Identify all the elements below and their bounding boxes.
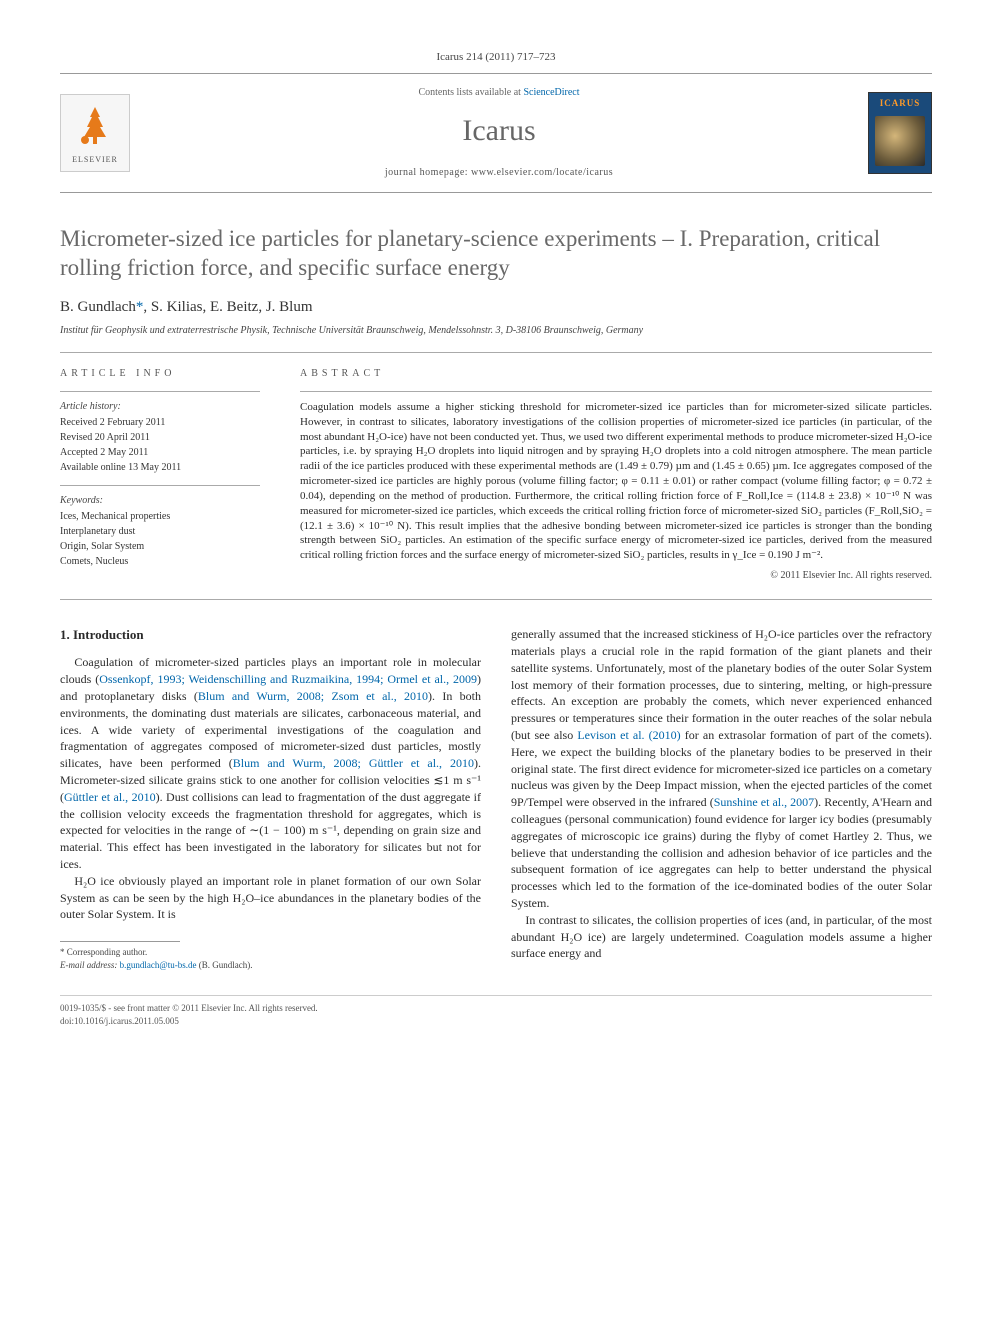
masthead-bottom-rule [60,192,932,193]
cover-title: ICARUS [880,97,921,110]
copyright-line: © 2011 Elsevier Inc. All rights reserved… [300,569,932,583]
citation-line: Icarus 214 (2011) 717–723 [60,50,932,65]
issn-line: 0019-1035/$ - see front matter © 2011 El… [60,1002,932,1015]
keyword-3: Origin, Solar System [60,540,260,554]
sep: , [203,299,211,315]
author-3[interactable]: E. Beitz [210,299,258,315]
body-paragraph-2: H₂O ice obviously played an important ro… [60,873,481,923]
keyword-4: Comets, Nucleus [60,555,260,569]
ref-link[interactable]: Ossenkopf, 1993; Weidenschilling and Ruz… [99,672,477,686]
author-1[interactable]: B. Gundlach [60,299,136,315]
publisher-name: ELSEVIER [72,154,118,165]
body-paragraph-4: In contrast to silicates, the collision … [511,912,932,962]
online-date: Available online 13 May 2011 [60,461,260,475]
ref-link[interactable]: Levison et al. (2010) [577,728,680,742]
masthead: ELSEVIER Contents lists available at Sci… [60,78,932,188]
ref-link[interactable]: Blum and Wurm, 2008; Güttler et al., 201… [233,756,474,770]
body-columns: 1. Introduction Coagulation of micromete… [60,626,932,971]
sep: , [258,299,266,315]
top-rule [60,73,932,74]
sciencedirect-link[interactable]: ScienceDirect [523,87,579,98]
elsevier-tree-icon [70,102,120,152]
journal-cover[interactable]: ICARUS [868,92,932,174]
author-4[interactable]: J. Blum [266,299,313,315]
ref-link[interactable]: Güttler et al., 2010 [64,790,156,804]
meta-row: article info Article history: Received 2… [60,352,932,600]
text: generally assumed that the increased sti… [511,627,932,742]
corresponding-author-note: * Corresponding author. [60,946,481,959]
doi-line[interactable]: doi:10.1016/j.icarus.2011.05.005 [60,1015,932,1028]
cover-image [875,116,925,166]
accepted-date: Accepted 2 May 2011 [60,446,260,460]
email-who: (B. Gundlach). [196,960,252,970]
sep: , [143,299,151,315]
keywords-label: Keywords: [60,494,260,508]
article-info: article info Article history: Received 2… [60,367,260,583]
ref-link[interactable]: Blum and Wurm, 2008; Zsom et al., 2010 [198,689,428,703]
email-label: E-mail address: [60,960,120,970]
homepage-line: journal homepage: www.elsevier.com/locat… [130,166,868,180]
journal-name: Icarus [130,110,868,152]
author-2[interactable]: S. Kilias [151,299,203,315]
ref-link[interactable]: Sunshine et al., 2007 [714,795,814,809]
homepage-prefix: journal homepage: [385,167,471,178]
body-paragraph-3: generally assumed that the increased sti… [511,626,932,912]
contents-line: Contents lists available at ScienceDirec… [130,86,868,100]
abstract-text: Coagulation models assume a higher stick… [300,400,932,563]
text: ). Recently, A'Hearn and colleagues (per… [511,795,932,910]
abstract-block: abstract Coagulation models assume a hig… [300,367,932,583]
article-title: Micrometer-sized ice particles for plane… [60,225,932,283]
received-date: Received 2 February 2011 [60,416,260,430]
body-paragraph-1: Coagulation of micrometer-sized particle… [60,654,481,872]
keyword-1: Ices, Mechanical properties [60,510,260,524]
section-1-heading: 1. Introduction [60,626,481,644]
elsevier-logo[interactable]: ELSEVIER [60,94,130,172]
affiliation: Institut für Geophysik und extraterrestr… [60,324,932,338]
footnote-block: * Corresponding author. E-mail address: … [60,946,481,971]
abstract-label: abstract [300,367,932,381]
info-label: article info [60,367,260,381]
bottom-meta: 0019-1035/$ - see front matter © 2011 El… [60,995,932,1027]
keyword-2: Interplanetary dust [60,525,260,539]
author-list: B. Gundlach*, S. Kilias, E. Beitz, J. Bl… [60,297,932,318]
revised-date: Revised 20 April 2011 [60,431,260,445]
history-label: Article history: [60,400,260,414]
footnote-rule [60,941,180,942]
homepage-url[interactable]: www.elsevier.com/locate/icarus [471,167,613,178]
email-link[interactable]: b.gundlach@tu-bs.de [120,960,197,970]
contents-prefix: Contents lists available at [418,87,523,98]
